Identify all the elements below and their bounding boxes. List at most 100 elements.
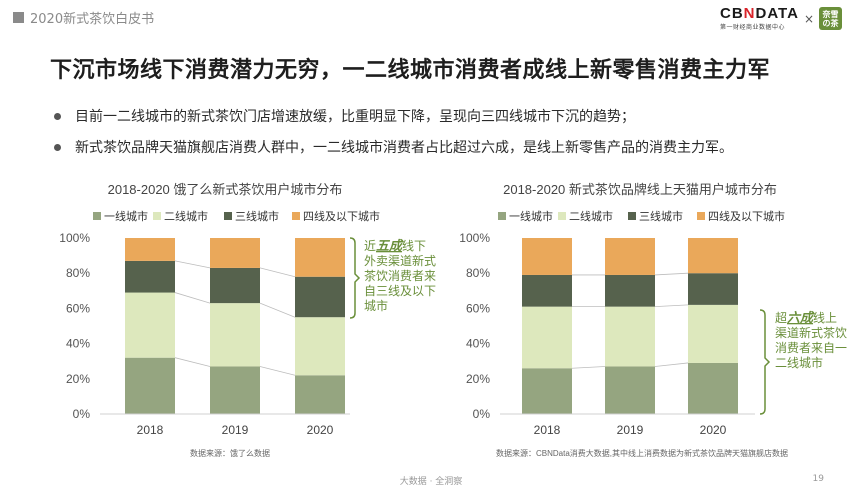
legend-swatch — [628, 212, 636, 220]
connector-line — [654, 362, 689, 367]
connector-line — [259, 267, 296, 278]
bullet-text: 目前一二线城市的新式茶饮门店增速放缓，比重明显下降，呈现向三四线城市下沉的趋势； — [75, 109, 635, 125]
legend-swatch — [93, 212, 101, 220]
cbndata-tagline: 第一财经商业数据中心 — [719, 24, 785, 31]
connector-line — [259, 302, 296, 318]
bar-segment — [210, 303, 260, 367]
annotation-text: 超六成线上 — [775, 310, 837, 325]
y-tick-label: 60% — [466, 301, 490, 315]
bar-segment — [688, 273, 738, 305]
legend-label: 三线城市 — [235, 209, 279, 223]
chart-source: 数据来源：饿了么数据 — [190, 448, 270, 458]
report-tag-text: 2020新式茶饮白皮书 — [30, 12, 155, 27]
bullet-text: 新式茶饮品牌天猫旗舰店消费人群中，一二线城市消费者占比超过六成，是线上新零售产品… — [75, 140, 733, 156]
x-tick-label: 2018 — [137, 423, 164, 437]
x-tick-label: 2019 — [222, 423, 249, 437]
bullet-dot-icon — [54, 112, 61, 120]
connector-line — [174, 357, 211, 367]
annotation-text: 外卖渠道新式 — [364, 253, 436, 268]
x-tick-label: 2020 — [700, 423, 727, 437]
legend-label: 二线城市 — [164, 209, 208, 223]
chart-title: 2018-2020 新式茶饮品牌线上天猫用户城市分布 — [503, 182, 777, 197]
legend-label: 四线及以下城市 — [708, 209, 785, 223]
legend-swatch — [292, 212, 300, 220]
legend-label: 一线城市 — [104, 209, 148, 223]
footer-slogan: 大数据 · 全洞察 — [399, 477, 463, 487]
y-tick-label: 20% — [466, 372, 490, 386]
tag-square-icon — [13, 12, 24, 23]
page-title: 下沉市场线下消费潜力无穷，一二线城市消费者成线上新零售消费主力军 — [50, 58, 771, 83]
chart-source: 数据来源：CBNData消费大数据,其中线上消费数据为新式茶饮品牌天猫旗舰店数据 — [496, 448, 788, 458]
bullet-item: 目前一二线城市的新式茶饮门店增速放缓，比重明显下降，呈现向三四线城市下沉的趋势； — [54, 106, 733, 126]
legend-label: 三线城市 — [639, 209, 683, 223]
bar-segment — [295, 375, 345, 414]
bar-segment — [125, 260, 175, 293]
bar-segment — [125, 238, 175, 261]
bar-segment — [522, 368, 572, 414]
y-tick-label: 100% — [59, 231, 90, 245]
annotation-bracket — [349, 237, 361, 319]
bar-segment — [295, 317, 345, 376]
legend-swatch — [498, 212, 506, 220]
annotation-text: 城市 — [364, 298, 388, 313]
connector-line — [174, 260, 211, 269]
nayuki-logo: 奈雪の茶 — [819, 7, 842, 30]
bar-segment — [605, 366, 655, 414]
legend-swatch — [558, 212, 566, 220]
annotation-text: 消费者来自一 — [775, 341, 847, 355]
y-tick-label: 80% — [66, 266, 90, 280]
annotation-text: 二线城市 — [775, 355, 823, 370]
x-tick-label: 2019 — [617, 423, 644, 437]
y-tick-label: 0% — [473, 407, 491, 421]
bar-segment — [522, 238, 572, 275]
bar-segment — [522, 306, 572, 369]
bar-segment — [688, 304, 738, 363]
legend-swatch — [697, 212, 705, 220]
y-tick-label: 80% — [466, 266, 490, 280]
annotation-bracket — [759, 309, 771, 415]
y-tick-label: 40% — [466, 337, 490, 351]
bar-segment — [522, 274, 572, 307]
annotation-text: 自三线及以下 — [364, 284, 436, 298]
bullet-item: 新式茶饮品牌天猫旗舰店消费人群中，一二线城市消费者占比超过六成，是线上新零售产品… — [54, 137, 733, 157]
connector-line — [174, 292, 211, 304]
bar-segment — [125, 292, 175, 358]
legend-swatch — [153, 212, 161, 220]
bar-segment — [605, 306, 655, 367]
bar-segment — [210, 267, 260, 304]
bar-segment — [295, 238, 345, 277]
y-tick-label: 40% — [66, 337, 90, 351]
connector-line — [259, 366, 296, 376]
legend-label: 四线及以下城市 — [303, 209, 380, 223]
bar-segment — [210, 238, 260, 268]
logo-group: CBNDATA 第一财经商业数据中心 × 奈雪の茶 — [720, 6, 842, 31]
annotation-text: 茶饮消费者来 — [364, 268, 436, 283]
bar-segment — [688, 362, 738, 414]
x-tick-label: 2020 — [307, 423, 334, 437]
bar-segment — [295, 276, 345, 318]
bar-segment — [210, 366, 260, 414]
bullet-list: 目前一二线城市的新式茶饮门店增速放缓，比重明显下降，呈现向三四线城市下沉的趋势；… — [54, 106, 733, 168]
y-tick-label: 20% — [66, 372, 90, 386]
annotation-text: 近五成线下 — [364, 238, 426, 253]
legend-label: 二线城市 — [569, 209, 613, 223]
bar-segment — [688, 238, 738, 274]
bar-segment — [605, 238, 655, 275]
page-number: 19 — [812, 474, 824, 484]
chart-title: 2018-2020 饿了么新式茶饮用户城市分布 — [108, 182, 343, 197]
y-tick-label: 60% — [66, 301, 90, 315]
legend-swatch — [224, 212, 232, 220]
connector-line — [654, 304, 689, 308]
bar-segment — [605, 274, 655, 307]
cbndata-logo: CBNDATA 第一财经商业数据中心 — [719, 5, 799, 31]
times-sign: × — [803, 11, 814, 26]
x-tick-label: 2018 — [534, 423, 561, 437]
legend-label: 一线城市 — [509, 209, 553, 223]
report-tag: 2020新式茶饮白皮书 — [13, 8, 154, 27]
annotation-text: 渠道新式茶饮 — [775, 325, 847, 340]
bar-segment — [125, 357, 175, 414]
y-tick-label: 100% — [459, 231, 490, 245]
bullet-dot-icon — [54, 143, 61, 151]
y-tick-label: 0% — [73, 407, 91, 421]
